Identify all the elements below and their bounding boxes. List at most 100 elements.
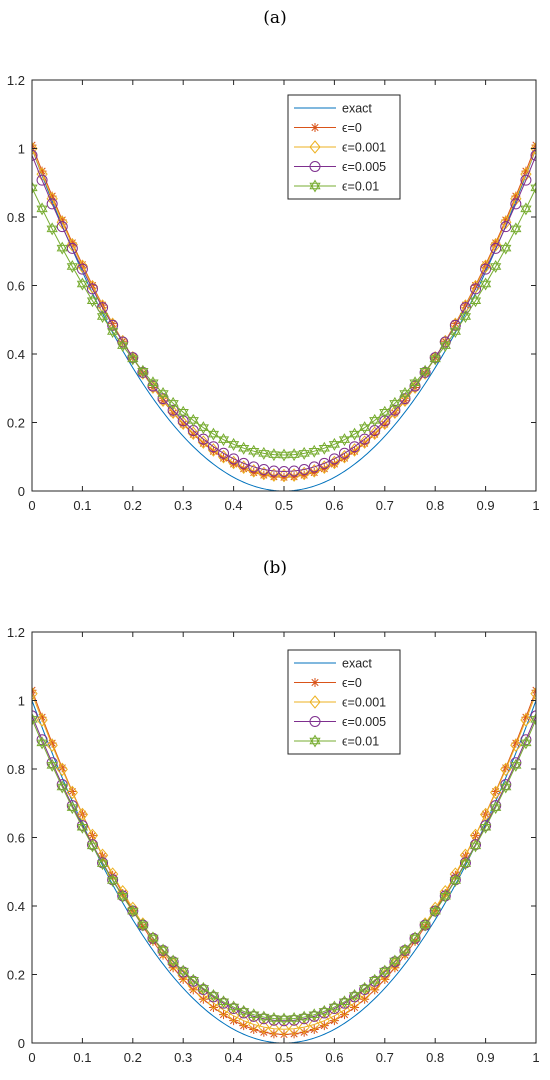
- data-point: [107, 325, 119, 339]
- data-point: [359, 981, 371, 995]
- data-point: [449, 319, 461, 331]
- data-point: [208, 1002, 218, 1012]
- data-point: [279, 472, 289, 482]
- data-point: [419, 364, 431, 378]
- data-point: [97, 302, 109, 314]
- data-point: [258, 1020, 270, 1034]
- legend-marker: [309, 140, 321, 154]
- data-point: [76, 259, 89, 274]
- data-point: [530, 149, 536, 161]
- x-tick-label: 0.2: [124, 498, 142, 513]
- x-tick-label: 0.9: [477, 1050, 495, 1065]
- x-tick-label: 0.6: [325, 498, 343, 513]
- data-point: [36, 713, 48, 727]
- data-point: [46, 758, 58, 772]
- legend-entry-2: ϵ=0.001: [294, 695, 386, 710]
- data-point: [379, 964, 391, 978]
- data-point: [479, 277, 492, 291]
- data-point: [167, 954, 179, 968]
- data-point: [249, 1024, 259, 1034]
- y-tick-label: 0.6: [7, 279, 25, 294]
- data-point: [439, 339, 451, 353]
- data-point: [157, 386, 169, 400]
- data-point: [308, 444, 320, 458]
- legend-entry-4: ϵ=0.01: [294, 179, 379, 194]
- data-point: [288, 468, 300, 482]
- data-point: [238, 1004, 250, 1018]
- series-0: [32, 148, 536, 491]
- data-point: [278, 1012, 290, 1026]
- data-point: [369, 413, 381, 427]
- data-point: [47, 191, 57, 201]
- data-point: [217, 433, 230, 447]
- data-point: [188, 429, 198, 439]
- data-point: [358, 435, 371, 449]
- data-point: [147, 931, 159, 945]
- chart-panel-a: 0 0.1 0.2 0.3 0.4 0.5 0.6 0.7 0.8 0.9 1 0 0.2 0.4 0.6 0…: [7, 73, 540, 513]
- data-point: [278, 1022, 290, 1037]
- data-point: [187, 973, 199, 987]
- data-point: [348, 427, 361, 441]
- data-point: [318, 441, 330, 455]
- y-tick-label: 0: [18, 1036, 25, 1051]
- data-point: [288, 1012, 300, 1026]
- data-point: [238, 441, 250, 455]
- data-point: [66, 238, 78, 252]
- data-point: [177, 416, 189, 431]
- data-point: [439, 336, 451, 348]
- data-point: [219, 1010, 229, 1020]
- series-group: [32, 140, 536, 491]
- x-tick-label: 0.7: [376, 1050, 394, 1065]
- data-point: [239, 1021, 249, 1031]
- x-tick-label: 0.3: [174, 498, 192, 513]
- data-point: [87, 280, 97, 290]
- x-tick-label: 0.9: [477, 498, 495, 513]
- data-point: [298, 463, 310, 475]
- data-point: [510, 222, 522, 236]
- data-point: [298, 1013, 310, 1025]
- data-point: [56, 780, 68, 794]
- legend-label: ϵ=0: [342, 676, 362, 690]
- data-point: [197, 435, 210, 449]
- data-point: [308, 461, 320, 473]
- data-point: [389, 957, 401, 972]
- data-point: [207, 989, 220, 1003]
- data-point: [520, 174, 532, 186]
- x-tick-label: 0.5: [275, 1050, 293, 1065]
- data-point: [389, 404, 401, 416]
- series-line-0: [32, 148, 536, 491]
- data-point: [268, 1021, 280, 1036]
- data-point: [318, 460, 330, 474]
- data-point: [288, 1021, 300, 1036]
- legend-label: ϵ=0.001: [342, 696, 386, 710]
- series-4: [32, 712, 536, 1026]
- panel-b-title: (b): [262, 558, 288, 578]
- data-point: [449, 873, 461, 887]
- data-point: [207, 441, 219, 453]
- plot-area: [32, 80, 536, 491]
- data-point: [259, 470, 269, 480]
- data-point: [138, 921, 148, 931]
- data-point: [268, 1012, 280, 1026]
- legend-label: ϵ=0: [342, 121, 362, 135]
- data-point: [399, 393, 411, 408]
- data-point: [439, 889, 451, 903]
- data-point: [56, 762, 68, 777]
- data-point: [197, 981, 209, 995]
- legend-label: ϵ=0.005: [342, 715, 386, 729]
- data-point: [470, 283, 482, 295]
- data-point: [56, 221, 68, 233]
- legend-marker: [310, 123, 320, 132]
- data-point: [107, 873, 119, 887]
- data-point: [288, 448, 300, 462]
- data-point: [309, 468, 319, 478]
- data-point: [490, 238, 502, 252]
- data-point: [319, 1021, 329, 1031]
- x-tick-label: 0: [28, 1050, 35, 1065]
- series-line-4: [32, 187, 536, 456]
- data-point: [77, 260, 87, 270]
- legend-marker: [309, 161, 321, 172]
- data-point: [409, 931, 421, 946]
- data-point: [520, 713, 532, 727]
- data-point: [298, 446, 310, 460]
